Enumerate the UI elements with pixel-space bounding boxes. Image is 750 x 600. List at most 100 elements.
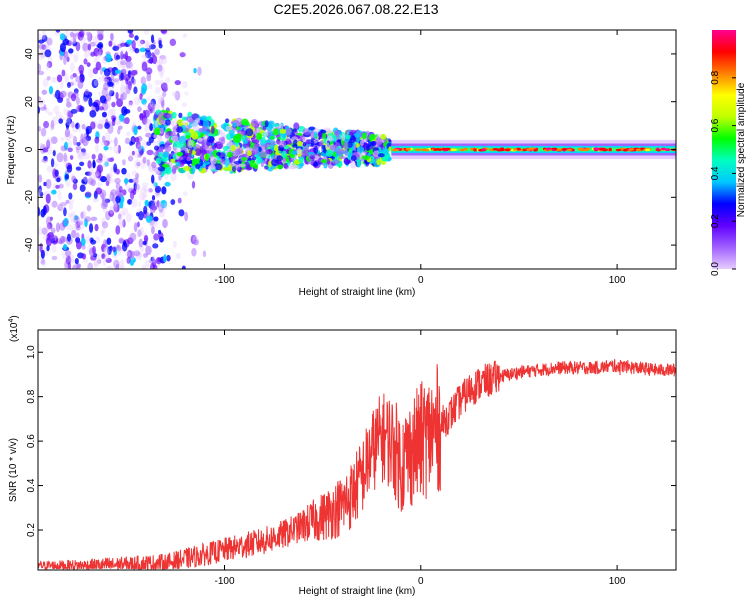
spectrogram-cell [347,152,353,158]
spectrogram-cell [159,236,164,243]
spectrogram-cell [177,197,182,204]
spectrogram-cell [103,246,109,256]
spectrogram-cell [133,125,138,136]
spectrogram-cell [291,150,296,155]
spectrogram-cell [72,264,79,269]
spectrogram-cell [142,140,148,150]
spectrogram-cell [108,145,113,151]
spectrogram-cell [90,121,96,130]
spectrogram-cell [163,254,167,263]
spectrogram-cell [97,47,103,56]
snr-axes: -100 0 100 0.2 0.4 0.6 0.8 1.0 [26,330,676,587]
spectrogram-cell [120,83,126,93]
spectrogram-cell [302,141,307,147]
spectrogram-cell [264,165,269,170]
spectrogram-cell [62,243,68,251]
spectrogram-cell [156,200,160,208]
spectrogram-cell [137,153,142,158]
spectrogram-cell [142,156,147,164]
spectrogram-cell [107,246,112,255]
spectrogram-cell [93,79,98,87]
spectrogram-cell [273,144,279,152]
spectrogram-cell [113,79,120,85]
spectrogram-cell [305,139,312,145]
spectrogram-xtick-label: -100 [214,275,234,286]
spectrogram-cell [126,39,133,45]
spectrogram-cell [97,123,104,129]
spectrogram-cell [148,44,156,50]
spectrogram-cell [228,129,235,135]
spectrogram-cell [40,208,46,218]
spectrogram-cell [124,172,131,178]
spectrogram-cell [272,128,280,136]
spectrogram-cell [81,178,86,184]
spectrogram-cell [149,123,154,131]
spectrogram-cell [54,89,61,100]
spectrogram-cell [41,34,48,42]
spectrogram-cell [121,167,127,175]
spectrogram-cell [371,140,376,147]
spectrogram-cell [181,116,186,121]
spectrogram-cell [159,127,164,134]
spectrogram-cell [104,76,111,83]
spectrogram-cell [161,85,168,92]
spectrogram-cell [105,131,111,142]
spectrogram-cell [38,185,42,195]
spectrogram-cell [380,133,387,140]
spectrogram-cell [103,140,110,146]
spectrogram-cell [46,37,53,46]
spectrogram-cell [57,203,64,212]
spectrogram-cell [77,219,85,226]
spectrogram-cell [145,42,152,51]
spectrogram-cell [143,184,149,193]
spectrogram-cell [117,193,124,199]
spectrogram-cell [69,155,74,160]
spectrogram-cell [122,119,127,124]
spectrogram-cell [158,174,162,181]
spectrogram-cell [105,53,112,63]
spectrogram-cell [139,93,143,100]
spectrogram-cell [116,120,122,125]
spectrogram-cell [41,158,49,163]
spectrogram-cell [176,151,184,157]
spectrogram-cell [110,115,117,121]
spectrogram-cell [102,221,109,229]
spectrogram-cell [154,48,160,56]
spectrogram-cell [153,216,159,222]
spectrogram-cell [66,82,71,88]
spectrogram-cell [366,143,370,152]
spectrogram-cell [38,33,42,42]
spectrogram-cell [191,180,196,189]
spectrogram-peak [433,148,439,151]
spectrogram-cell [313,145,319,154]
spectrogram-cell [68,192,73,200]
spectrogram-cell [139,47,147,53]
spectrogram-cell [119,200,124,209]
snr-xtick-label: 0 [418,576,424,587]
spectrogram-cell [165,77,171,84]
spectrogram-cell [66,233,72,242]
spectrogram-cell [154,185,162,194]
spectrogram-cell [101,188,106,199]
spectrogram-cell [195,163,201,170]
spectrogram-cell [73,223,78,228]
spectrogram-cell [228,164,233,172]
spectrogram-cell [103,145,109,151]
spectrogram-cell [191,247,197,257]
spectrogram-cell [75,75,80,83]
spectrogram-cell [86,31,91,37]
spectrogram-cell [214,163,223,171]
spectrogram-cell [69,31,75,38]
spectrogram-cell [119,259,125,269]
spectrogram-cell [133,222,138,233]
spectrogram-cell [46,60,53,69]
spectrogram-cell [63,152,68,163]
spectrogram-cell [119,93,124,102]
spectrogram-cell [232,122,237,128]
spectrogram-cell [141,98,147,105]
spectrogram-cell [157,134,163,143]
spectrogram-cell [159,70,164,79]
spectrogram-cell [52,150,56,157]
spectrogram-cell [202,120,210,128]
spectrogram-cell [91,153,96,160]
